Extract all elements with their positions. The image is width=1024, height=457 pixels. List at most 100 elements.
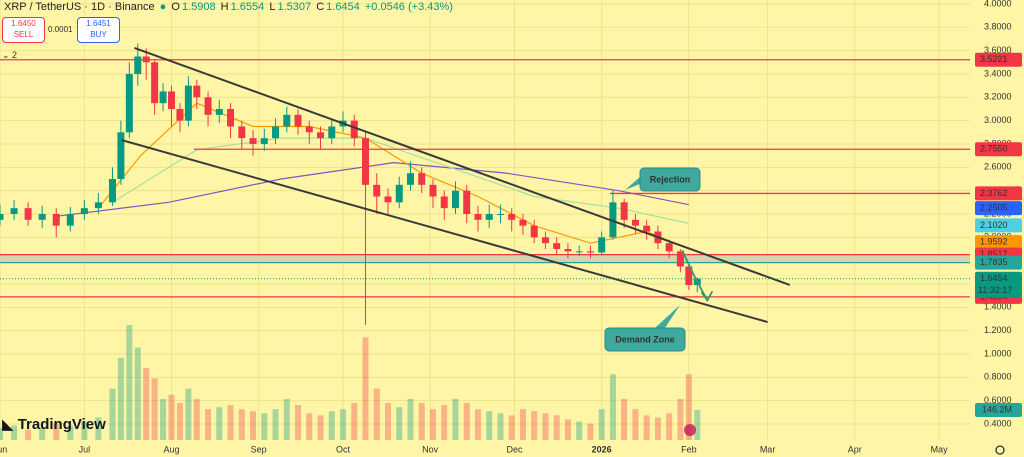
candle-body <box>676 251 684 267</box>
y-tick-label: 3.6000 <box>984 45 1012 55</box>
volume-bar <box>508 415 515 440</box>
volume-bar <box>151 378 158 440</box>
candle-body <box>24 208 32 220</box>
level-label: 3.5221 <box>980 54 1008 64</box>
volume-bar <box>134 347 141 440</box>
candle-body <box>631 219 639 226</box>
volume-bar <box>463 403 470 440</box>
y-tick-label: 2.6000 <box>984 162 1012 172</box>
sell-button[interactable]: 1.6450 SELL <box>2 17 45 43</box>
level-label: 2.2505 <box>980 202 1008 212</box>
trendline <box>121 139 768 323</box>
volume-bar <box>666 413 673 440</box>
current-price: 1.6454 <box>980 273 1008 283</box>
candle-body <box>0 213 4 220</box>
candle-body <box>176 108 184 121</box>
volume-bar <box>205 409 212 440</box>
volume-bar <box>176 403 183 440</box>
buy-button[interactable]: 1.6451 BUY <box>77 17 120 43</box>
x-tick-label: Jun <box>0 444 7 454</box>
candle-body <box>168 91 176 109</box>
candle-body <box>80 208 88 214</box>
candle-body <box>485 213 493 220</box>
volume-bar <box>328 411 335 440</box>
volume-bar <box>598 409 605 440</box>
level-label-bg <box>975 186 1022 201</box>
buy-price: 1.6451 <box>86 19 111 28</box>
volume-bar <box>250 411 257 440</box>
buy-label: BUY <box>90 30 107 39</box>
volume-bar <box>542 413 549 440</box>
candle-body <box>451 190 459 209</box>
volume-bar <box>143 368 150 440</box>
volume-bar <box>553 415 560 440</box>
candle-body <box>373 184 381 197</box>
volume-bar <box>564 419 571 440</box>
candle-body <box>418 173 426 185</box>
y-tick-label: 3.4000 <box>984 68 1012 78</box>
candle-body <box>117 132 125 179</box>
volume-bar <box>11 425 18 440</box>
volume-bar <box>519 409 526 440</box>
candle-body <box>620 202 628 220</box>
candle-body <box>609 202 617 238</box>
volume-bar <box>677 398 684 440</box>
volume-bar <box>441 405 448 440</box>
volume-bar <box>429 409 436 440</box>
event-icon <box>684 424 696 436</box>
y-tick-label: 1.4000 <box>984 302 1012 312</box>
x-tick-label: Jul <box>79 444 91 454</box>
volume-bar <box>117 357 124 440</box>
symbol-title: XRP / TetherUS · 1D · Binance <box>4 1 155 13</box>
level-label: 2.1020 <box>980 220 1008 230</box>
level-label: 1.8517 <box>980 249 1008 259</box>
candle-body <box>564 248 572 252</box>
volume-bar <box>418 403 425 440</box>
candle-body <box>586 251 594 253</box>
change: +0.0546 (+3.43%) <box>364 1 453 13</box>
volume-bar <box>216 407 223 440</box>
candle-body <box>429 184 437 197</box>
volume-bar <box>340 409 347 440</box>
x-tick-label: Aug <box>163 444 179 454</box>
candle-body <box>317 132 325 139</box>
volume-bar <box>576 421 583 440</box>
candle-body <box>643 225 651 232</box>
level-label-bg <box>975 218 1022 233</box>
volume-bar <box>67 425 74 440</box>
candle-body <box>215 108 223 115</box>
moving-average <box>56 162 689 217</box>
candle-body <box>52 213 60 226</box>
volume-bar <box>685 374 692 440</box>
candle-body <box>665 243 673 252</box>
symbol-header: XRP / TetherUS · 1D · Binance ● O 1.5908 … <box>4 1 453 13</box>
candle-body <box>350 120 358 139</box>
volume-bar <box>160 398 167 440</box>
open-value: 1.5908 <box>181 1 216 13</box>
candle-body <box>395 184 403 203</box>
x-tick-label: Mar <box>760 444 776 454</box>
volume-bar <box>0 427 3 440</box>
candle-body <box>204 97 212 115</box>
y-tick-label: 0.4000 <box>984 418 1012 428</box>
candle-body <box>38 213 46 220</box>
moving-average <box>112 137 689 224</box>
y-tick-label: 0.6000 <box>984 395 1012 405</box>
volume-bar <box>362 337 369 440</box>
volume-bar <box>396 407 403 440</box>
volume-bar <box>126 325 133 440</box>
callout-pointer <box>655 305 680 328</box>
candle-body <box>283 114 291 127</box>
y-tick-label: 1.0000 <box>984 348 1012 358</box>
volume-bar <box>531 411 538 440</box>
volume-bar <box>53 423 60 440</box>
candle-body <box>553 243 561 249</box>
candle-body <box>227 108 235 127</box>
volume-bar <box>654 417 661 440</box>
callout-text: Demand Zone <box>615 334 675 344</box>
indicator-toggle[interactable]: ⌄ 2 <box>2 50 18 60</box>
ohlc-letter: H <box>220 1 229 13</box>
countdown: 11:32:17 <box>978 285 1012 295</box>
volume-bar <box>643 415 650 440</box>
